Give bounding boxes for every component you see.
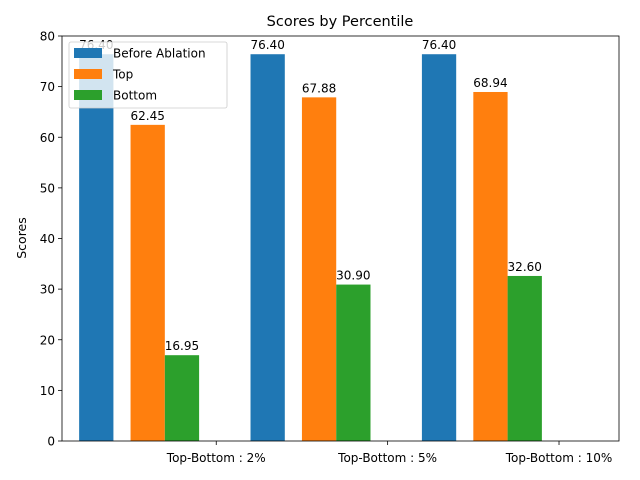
bar-3-2 (336, 284, 371, 441)
chart-title: Scores by Percentile (267, 14, 414, 30)
bar-value-label: 30.90 (336, 269, 370, 283)
y-axis-ticks: 0 10 20 30 40 50 60 70 80 (40, 30, 62, 449)
y-tick-label: 10 (40, 384, 55, 398)
y-tick-label: 70 (40, 80, 55, 94)
y-tick-label: 40 (40, 232, 55, 246)
plot-area-border (61, 35, 620, 442)
bar-value-label: 32.60 (508, 260, 542, 274)
bar-3-1 (164, 355, 200, 441)
bar-1-2 (250, 54, 285, 441)
x-tick-label: Top-Bottom : 2% (166, 451, 266, 465)
y-tick-label: 60 (40, 131, 55, 145)
legend-swatch-1 (74, 48, 102, 58)
y-tick-label: 50 (40, 181, 55, 195)
legend-label-2: Top (112, 68, 133, 82)
x-tick-label: Top-Bottom : 5% (337, 451, 437, 465)
y-tick-label: 0 (47, 435, 55, 449)
bar-value-label: 16.95 (165, 339, 199, 353)
bar-2-2 (301, 97, 337, 442)
y-tick-label: 20 (40, 333, 55, 347)
bar-value-label: 62.45 (131, 109, 165, 123)
y-tick-label: 80 (40, 30, 55, 44)
bar-value-label: 68.94 (473, 76, 507, 90)
x-axis-ticks: Top-Bottom : 2% Top-Bottom : 5% Top-Bottom… (166, 441, 612, 465)
y-axis-label: Scores (14, 217, 29, 259)
legend-label-1: Before Ablation (113, 47, 206, 61)
bar-value-label: 67.88 (302, 81, 336, 95)
bar-1-3 (421, 54, 457, 441)
y-tick-label: 30 (40, 283, 55, 297)
legend-swatch-2 (74, 69, 102, 79)
bar-1-1 (79, 54, 114, 441)
plot-frame (61, 35, 620, 442)
bars-group (79, 54, 542, 442)
bar-labels-group: 76.4076.4076.4062.4567.8868.9416.9530.90… (79, 38, 542, 353)
legend-label-3: Bottom (113, 89, 157, 103)
legend: Before Ablation Top Bottom (68, 41, 228, 109)
bar-value-label: 76.40 (250, 38, 284, 52)
x-tick-label: Top-Bottom : 10% (505, 451, 613, 465)
bar-2-3 (473, 91, 508, 442)
legend-box (68, 41, 228, 109)
bar-2-1 (130, 124, 165, 441)
legend-swatch-3 (74, 90, 102, 100)
bar-3-3 (507, 275, 542, 441)
bar-value-label: 76.40 (422, 38, 456, 52)
